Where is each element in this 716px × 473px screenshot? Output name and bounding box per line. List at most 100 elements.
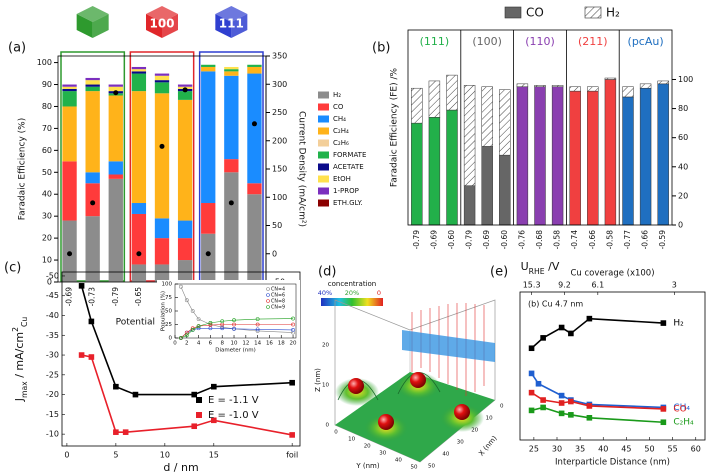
marker <box>568 412 574 418</box>
current-density-marker <box>205 251 211 257</box>
marker <box>78 283 85 289</box>
current-density-marker <box>182 87 188 93</box>
bar-segment <box>247 66 262 74</box>
bar-segment <box>201 71 216 204</box>
legend-label: CN=8 <box>271 299 285 305</box>
bar-segment <box>131 264 147 282</box>
marker <box>558 410 565 417</box>
y2-tick-label: 0 <box>272 249 277 258</box>
y-tick-label: 40 <box>395 458 402 464</box>
marker <box>190 327 195 332</box>
y-tick-label: 10 <box>42 256 52 265</box>
x-tick-label: -0.66 <box>641 230 650 250</box>
legend-label: FORMATE <box>333 151 366 159</box>
marker <box>528 407 535 414</box>
legend-label: E = -1.1 V <box>208 395 259 406</box>
y-tick-label: 70 <box>42 124 52 133</box>
x-tick-label: -0.77 <box>623 230 632 250</box>
marker <box>558 392 565 399</box>
bar-segment <box>108 95 123 162</box>
bar-segment <box>481 86 493 147</box>
marker <box>220 319 225 324</box>
marker <box>211 417 217 424</box>
y-axis-label: Population (%) <box>161 291 167 331</box>
y-tick-label: 0 <box>334 430 338 436</box>
x-tick-label: 8 <box>220 341 224 347</box>
y-tick-label: 80 <box>678 104 688 113</box>
bar-segment <box>587 86 599 92</box>
series-label: CH₄ <box>673 403 690 413</box>
bar-segment <box>154 80 170 83</box>
legend-swatch <box>318 103 329 111</box>
x-tick-label: 0 <box>173 341 177 347</box>
x2-tick-label: 9.2 <box>558 281 571 290</box>
marker <box>132 391 139 398</box>
x-tick-label: -0.76 <box>517 230 526 250</box>
panel-label: (e) <box>490 265 508 280</box>
x-tick-label: 2 <box>185 341 189 347</box>
y-tick-label: -30 <box>46 351 59 360</box>
colorbar-label: 20% <box>345 289 359 297</box>
bar-segment <box>247 64 262 67</box>
marker <box>113 383 119 390</box>
bar-segment <box>62 84 77 87</box>
bar-segment <box>154 218 170 239</box>
marker <box>88 354 95 360</box>
y2-tick-label: 300 <box>272 80 287 89</box>
bar-segment <box>131 69 147 72</box>
legend-marker <box>266 305 270 309</box>
current-density-marker <box>251 121 257 127</box>
colorbar-label: 0 <box>377 289 381 297</box>
series-line <box>180 318 294 339</box>
x-tick-label: 60 <box>691 445 701 454</box>
panel-label: (c) <box>4 261 21 276</box>
marker <box>196 324 201 329</box>
bar-segment <box>131 203 147 214</box>
x-tick-label: 30 <box>457 440 464 446</box>
x-axis-label: URHE /V <box>521 260 560 276</box>
y-tick-label: -15 <box>46 410 59 419</box>
marker <box>535 380 542 387</box>
x-tick-label: 25 <box>529 445 539 454</box>
x-tick-label: -0.74 <box>570 230 579 250</box>
marker <box>289 432 295 438</box>
cube-face <box>215 14 232 38</box>
current-density-marker <box>67 251 73 257</box>
current-density-marker <box>159 143 165 149</box>
bar-segment <box>85 80 100 85</box>
legend-swatch <box>318 139 329 147</box>
bar-segment <box>622 96 634 226</box>
legend-label: CO <box>333 103 344 111</box>
bar-segment <box>604 77 617 80</box>
marker <box>528 370 535 377</box>
y-tick-label: 0 <box>678 221 683 230</box>
y-tick-label: -35 <box>46 331 59 340</box>
marker <box>540 335 546 341</box>
bar-segment <box>154 75 170 81</box>
group-label: (pcAu) <box>628 35 664 48</box>
bar-segment <box>657 83 669 226</box>
x-tick-label: -0.65 <box>134 287 143 307</box>
bar-segment <box>131 71 147 74</box>
bar-segment <box>587 90 599 226</box>
bar-segment <box>463 85 476 186</box>
y2-axis-label: Current Density (mA/cm²) <box>297 111 307 227</box>
y-tick-label: 100 <box>37 58 52 67</box>
axis-label: Y (nm) <box>355 462 379 470</box>
y-tick-label: 50 <box>42 168 52 177</box>
series-label: CO <box>673 404 686 414</box>
bar-segment <box>108 174 123 179</box>
bar-segment <box>131 66 147 70</box>
bar-segment <box>108 178 123 282</box>
legend-swatch <box>318 199 329 207</box>
marker <box>586 415 593 421</box>
bar-segment <box>177 99 193 221</box>
marker <box>184 298 189 303</box>
bar-segment <box>639 83 652 89</box>
bar-segment <box>131 91 147 204</box>
group-label: 100 <box>149 17 174 31</box>
y-tick-label: 25 <box>165 322 172 328</box>
y-tick-label: 90 <box>42 80 52 89</box>
y-axis-label: Jmax / mA/cm2Cu <box>11 317 29 403</box>
